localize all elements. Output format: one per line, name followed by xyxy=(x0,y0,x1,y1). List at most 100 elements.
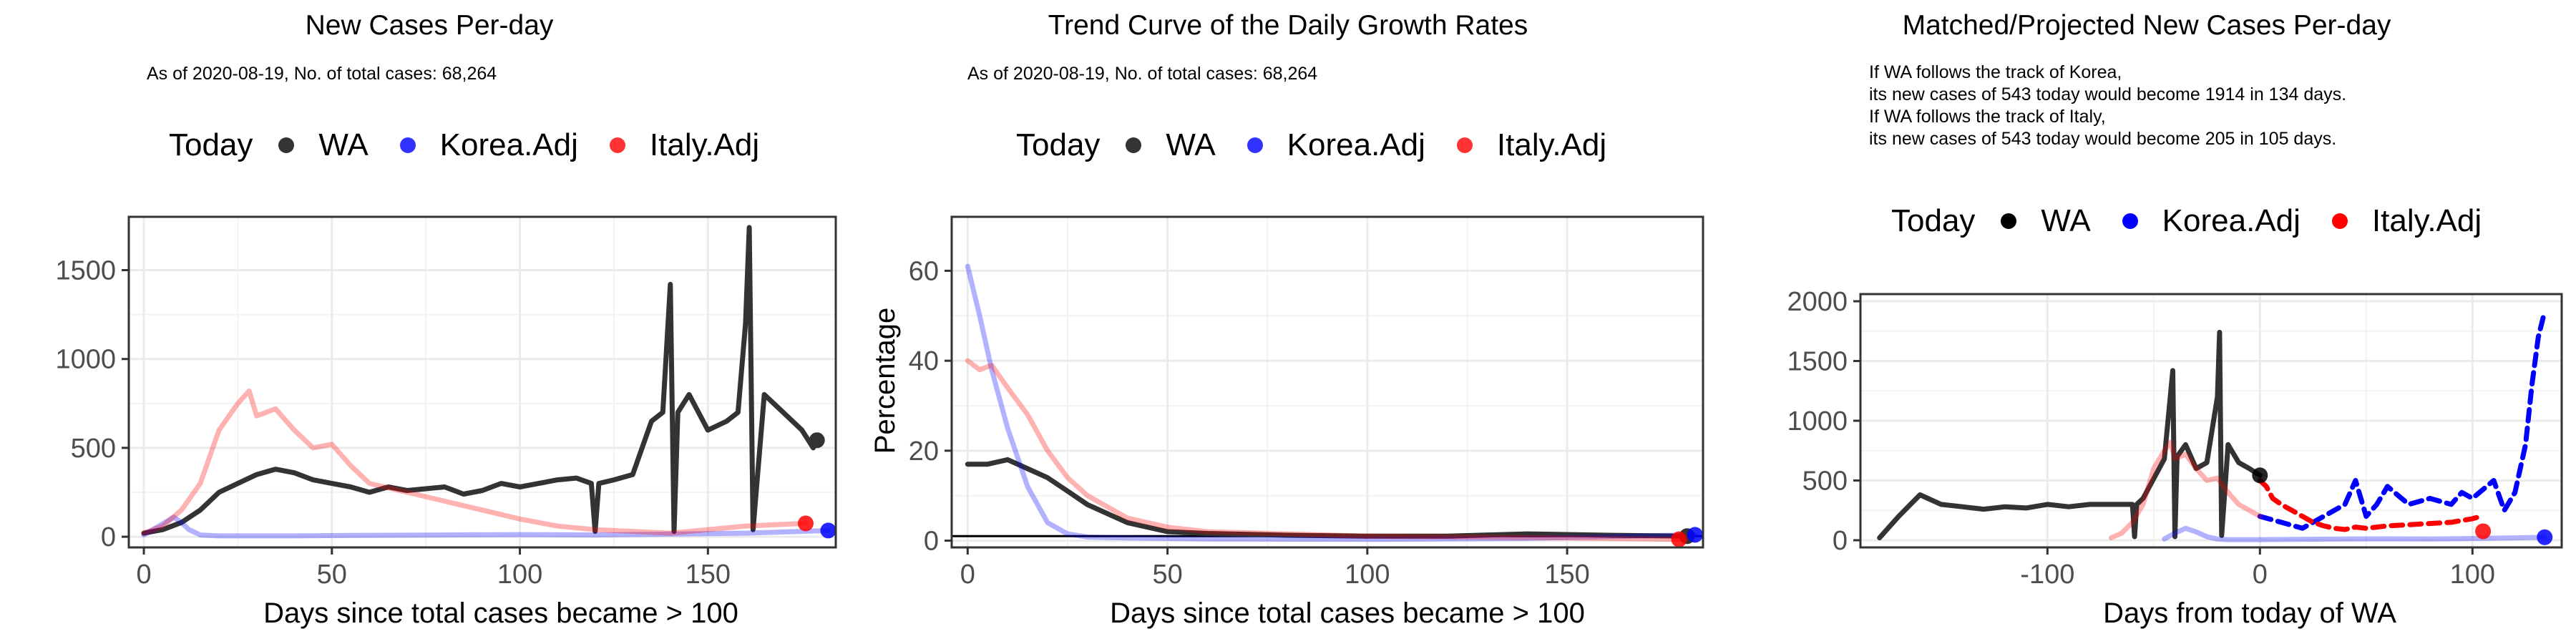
chart-subtitle: As of 2020-08-19, No. of total cases: 68… xyxy=(147,64,497,84)
chart-panel-new-cases: New Cases Per-day As of 2020-08-19, No. … xyxy=(0,0,859,644)
y-tick-label: 1500 xyxy=(1787,347,1848,377)
y-tick-label: 40 xyxy=(909,346,939,376)
legend: Today WA Korea.Adj Italy.Adj xyxy=(169,127,791,163)
chart-title: Trend Curve of the Daily Growth Rates xyxy=(1048,10,1528,41)
legend-label: Italy.Adj xyxy=(2371,203,2482,238)
legend: Today WA Korea.Adj Italy.Adj xyxy=(1891,203,2513,239)
legend-item-wa: WA xyxy=(278,127,369,163)
x-tick-label: 100 xyxy=(2450,560,2495,590)
legend-label: Korea.Adj xyxy=(2162,203,2301,238)
chart-subtitle: If WA follows the track of Korea, its ne… xyxy=(1869,62,2346,150)
plot-border xyxy=(127,215,837,549)
legend-label: WA xyxy=(1166,127,1216,162)
series-line-italy-adj-matched xyxy=(2108,439,2263,541)
plot-border xyxy=(950,215,1704,549)
legend-title: Today xyxy=(1891,203,1976,238)
legend-item-italy: Italy.Adj xyxy=(1456,127,1607,163)
legend-item-wa: WA xyxy=(1126,127,1216,163)
subtitle-line: If WA follows the track of Italy, xyxy=(1869,107,2106,127)
plot-area: Days since total cases became > 100 0 50 1… xyxy=(55,215,837,629)
series-line-korea-adj-matched xyxy=(2162,525,2547,542)
legend-label: Italy.Adj xyxy=(649,127,760,162)
x-tick-label: -100 xyxy=(2020,560,2074,590)
y-tick-label: 60 xyxy=(909,256,939,286)
chart-title: New Cases Per-day xyxy=(305,10,554,41)
x-tick-label: 50 xyxy=(1152,560,1182,590)
series-line-korea-adj-projected xyxy=(2257,308,2547,531)
legend-item-korea: Korea.Adj xyxy=(399,127,578,163)
legend-dot-icon xyxy=(1246,137,1263,153)
x-tick-label: 150 xyxy=(686,560,731,590)
today-point-korea-adj-matched xyxy=(2537,529,2553,545)
chart-panel-projected: Matched/Projected New Cases Per-day If W… xyxy=(1717,0,2576,644)
legend: Today WA Korea.Adj Italy.Adj xyxy=(1016,127,1638,163)
y-tick-label: 1000 xyxy=(1787,406,1848,436)
y-tick-label: 0 xyxy=(101,522,116,552)
legend-label: Italy.Adj xyxy=(1496,127,1607,162)
y-axis-label: Percentage xyxy=(869,308,901,454)
plot-area: Days since total cases became > 100 Perc… xyxy=(869,215,1704,629)
subtitle-line: its new cases of 543 today would become … xyxy=(1869,84,2347,104)
chart-layer: 0 50 100 150 0 20 40 60 xyxy=(909,215,1704,590)
legend-label: Korea.Adj xyxy=(439,127,578,162)
legend-item-korea: Korea.Adj xyxy=(2122,203,2301,239)
y-tick-label: 1000 xyxy=(55,345,116,375)
series-line-korea-adj xyxy=(965,263,1698,542)
x-tick-label: 100 xyxy=(497,560,542,590)
legend-dot-icon xyxy=(2122,213,2138,229)
y-tick-label: 500 xyxy=(71,434,116,464)
x-tick-label: 0 xyxy=(136,560,151,590)
subtitle-line: If WA follows the track of Korea, xyxy=(1869,62,2122,82)
chart-panel-growth-rates: Trend Curve of the Daily Growth Rates As… xyxy=(859,0,1717,644)
x-tick-label: 0 xyxy=(2253,560,2268,590)
legend-dot-icon xyxy=(2331,213,2348,229)
series-line-italy-adj xyxy=(141,388,809,536)
today-point-italy-adj-matched xyxy=(2475,523,2492,540)
legend-dot-icon xyxy=(1126,137,1142,153)
today-point-italy-adj xyxy=(1671,531,1687,547)
today-point-wa xyxy=(809,432,825,449)
legend-title: Today xyxy=(169,127,253,162)
y-tick-label: 2000 xyxy=(1787,287,1848,317)
y-tick-label: 1500 xyxy=(55,256,116,286)
subtitle-line: its new cases of 543 today would become … xyxy=(1869,129,2337,149)
legend-dot-icon xyxy=(1456,137,1473,153)
series-line-korea-adj xyxy=(141,514,831,539)
x-axis-label: Days since total cases became > 100 xyxy=(263,597,738,629)
y-tick-label: 0 xyxy=(924,527,939,557)
legend-item-italy: Italy.Adj xyxy=(2331,203,2482,239)
legend-label: WA xyxy=(318,127,369,162)
plot-border xyxy=(1859,293,2563,549)
x-tick-label: 100 xyxy=(1345,560,1390,590)
series-line-wa xyxy=(141,225,820,536)
x-axis-label: Days since total cases became > 100 xyxy=(1110,597,1585,629)
series-line-wa xyxy=(1877,329,2263,541)
legend-item-italy: Italy.Adj xyxy=(609,127,760,163)
x-axis-label: Days from today of WA xyxy=(2103,597,2396,629)
today-point-korea-adj xyxy=(1687,527,1703,543)
legend-title: Today xyxy=(1016,127,1101,162)
legend-dot-icon xyxy=(609,137,625,153)
legend-dot-icon xyxy=(2001,213,2017,229)
x-tick-label: 50 xyxy=(317,560,347,590)
series-line-italy-adj-projected xyxy=(2257,478,2486,532)
y-tick-label: 0 xyxy=(1833,526,1848,556)
legend-item-korea: Korea.Adj xyxy=(1246,127,1425,163)
today-point-korea-adj xyxy=(820,522,836,539)
legend-dot-icon xyxy=(278,137,295,153)
plot-area: Days from today of WA -100 0 1000500100015… xyxy=(1787,287,2563,629)
legend-label: Korea.Adj xyxy=(1287,127,1425,162)
series-line-wa xyxy=(965,457,1690,539)
chart-subtitle: As of 2020-08-19, No. of total cases: 68… xyxy=(967,64,1318,84)
x-tick-label: 150 xyxy=(1544,560,1589,590)
series-line-italy-adj xyxy=(965,358,1682,542)
today-point-wa xyxy=(2252,467,2268,484)
chart-title: Matched/Projected New Cases Per-day xyxy=(1902,10,2391,41)
y-tick-label: 20 xyxy=(909,436,939,467)
legend-label: WA xyxy=(2041,203,2091,238)
legend-item-wa: WA xyxy=(2001,203,2091,239)
legend-dot-icon xyxy=(399,137,416,153)
today-point-italy-adj xyxy=(797,515,814,532)
